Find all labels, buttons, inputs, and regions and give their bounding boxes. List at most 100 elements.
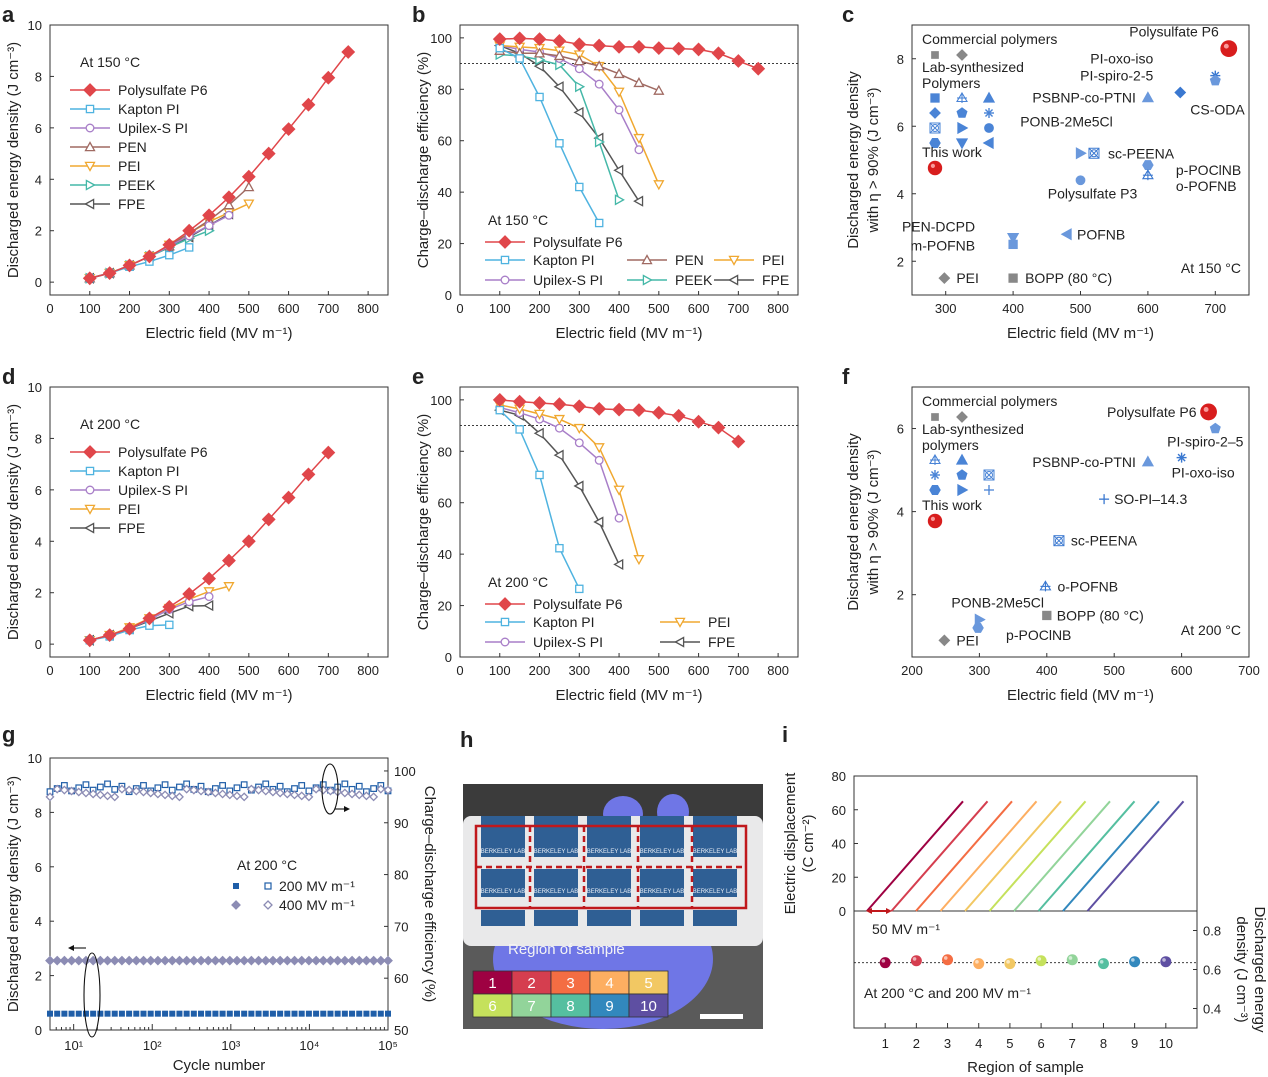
data-point — [97, 1010, 104, 1017]
data-point — [253, 955, 264, 966]
legend-marker — [85, 179, 96, 191]
data-point — [910, 955, 922, 967]
y-tick-label: 20 — [438, 599, 452, 614]
data-point — [203, 955, 214, 966]
data-point — [575, 81, 586, 93]
data-point — [321, 70, 336, 85]
legend-label: FPE — [118, 520, 145, 536]
y2-tick-label: 0.8 — [1203, 924, 1221, 939]
data-point — [90, 1010, 97, 1017]
data-point — [533, 60, 544, 72]
data-point — [341, 780, 349, 788]
data-point — [95, 955, 106, 966]
x-tick-label: 400 — [1036, 663, 1058, 678]
de-line-region-3 — [915, 800, 1013, 912]
data-point — [1129, 956, 1141, 968]
data-point — [1141, 455, 1155, 467]
point-label: o-POFNB — [1057, 578, 1118, 594]
y-axis-label: Discharged energy density (J cm⁻³) — [5, 776, 22, 1012]
berkeley-lab-label — [534, 816, 578, 832]
y-axis-label-line1: Discharged energy density — [845, 71, 862, 249]
series-line — [499, 53, 620, 201]
x-tick-label: 6 — [1037, 1036, 1044, 1051]
x-tick-label: 1 — [882, 1036, 889, 1051]
scatter-point-p-poclnb: p-POClNB — [972, 622, 1071, 643]
x-tick-label: 7 — [1069, 1036, 1076, 1051]
data-point — [1141, 91, 1155, 103]
axis-indicator-ellipse-left — [83, 952, 101, 1038]
x-tick-label: 10⁴ — [299, 1038, 319, 1053]
data-point — [495, 405, 505, 415]
data-point — [268, 787, 278, 797]
data-point — [535, 470, 544, 480]
data-point — [1142, 160, 1154, 171]
scatter-point-o-pofnb: o-POFNB — [1039, 578, 1118, 594]
scatter-point-pen-dcpd: PEN-DCPD — [902, 219, 1020, 244]
point-label: o-POFNB — [1176, 178, 1237, 194]
legend-label: FPE — [762, 272, 789, 288]
data-point — [313, 1010, 320, 1017]
x-tick-label: 600 — [688, 663, 710, 678]
legend-lab-marker — [930, 470, 940, 480]
data-point — [554, 423, 564, 433]
berkeley-lab-text: BERKELEY LAB — [534, 849, 579, 855]
data-point — [160, 790, 170, 800]
de-line-region-4 — [939, 800, 1038, 912]
x-tick-label: 10⁵ — [378, 1038, 398, 1053]
point-label: PI-spiro-2–5 — [1167, 434, 1243, 450]
data-point — [383, 955, 393, 966]
data-point — [59, 785, 69, 795]
data-point — [340, 788, 350, 798]
panel-label: b — [412, 2, 425, 27]
berkeley-lab-text: BERKELEY LAB — [587, 889, 632, 895]
y-tick-label: 2 — [35, 586, 42, 601]
y2-axis-label-line2: density (J cm⁻³) — [1233, 916, 1250, 1022]
legend-lab-title-line2: Polymers — [922, 75, 980, 91]
highlight — [1131, 958, 1135, 962]
point-label: PI-oxo-iso — [1172, 465, 1235, 481]
data-point — [363, 1010, 370, 1017]
berkeley-lab-label — [640, 910, 684, 926]
y-tick-label: 4 — [35, 172, 42, 187]
y2-axis-label-line1: Discharged energy — [1251, 907, 1268, 1033]
series-fpe — [493, 39, 644, 207]
data-point — [66, 955, 77, 966]
x-tick-label: 400 — [608, 663, 630, 678]
scatter-point-o-pofnb: o-POFNB — [1141, 169, 1237, 194]
y-tick-label: 0 — [445, 288, 452, 303]
data-point — [160, 955, 170, 966]
data-point — [651, 41, 666, 56]
data-point — [938, 634, 951, 647]
x-tick-label: 600 — [1171, 663, 1193, 678]
data-point — [296, 955, 307, 966]
data-point — [572, 399, 587, 414]
data-point — [613, 87, 625, 98]
y-tick-label: 4 — [35, 534, 42, 549]
data-point — [190, 1010, 197, 1017]
berkeley-lab-label — [534, 869, 578, 897]
data-point — [555, 543, 564, 553]
de-line-region-5 — [964, 800, 1062, 912]
y-tick-label: 0 — [839, 904, 846, 919]
panel-label: i — [782, 722, 788, 747]
y2-tick-label: 0.4 — [1203, 1002, 1221, 1017]
data-point — [339, 955, 350, 966]
data-point — [182, 223, 197, 238]
y2-tick-label: 100 — [394, 764, 416, 779]
scatter-point-polysulfate-p6: Polysulfate P6 — [1107, 403, 1217, 421]
berkeley-lab-label — [481, 829, 525, 857]
y-tick-label: 60 — [438, 134, 452, 149]
x-tick-label: 500 — [238, 663, 260, 678]
x-tick-label: 300 — [969, 663, 991, 678]
y-tick-label: 40 — [438, 185, 452, 200]
data-point — [59, 955, 70, 966]
x-tick-label: 300 — [568, 301, 590, 316]
data-point — [73, 955, 84, 966]
point-label: PEI — [956, 632, 979, 648]
annotation-field-step: 50 MV m⁻¹ — [872, 921, 940, 937]
point-label: Polysulfate P3 — [1048, 185, 1138, 201]
data-point — [239, 792, 249, 802]
data-point — [613, 68, 625, 79]
data-point — [243, 199, 255, 210]
berkeley-lab-text: BERKELEY LAB — [693, 849, 738, 855]
